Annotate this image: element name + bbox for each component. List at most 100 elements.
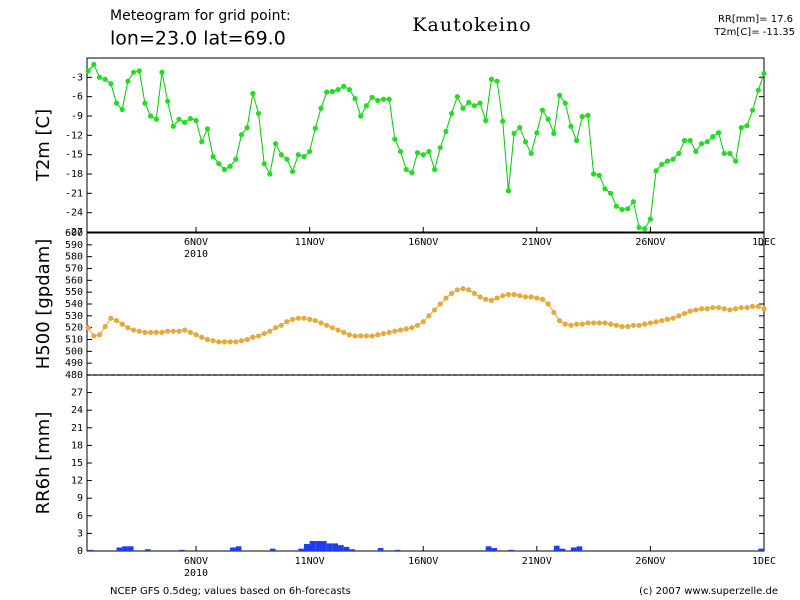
data-point (85, 325, 91, 331)
data-point (528, 294, 534, 300)
data-point (403, 166, 409, 173)
data-point (528, 150, 534, 156)
data-point (176, 328, 182, 334)
data-point (380, 330, 387, 337)
data-point (125, 78, 131, 84)
data-point (130, 327, 137, 333)
data-point (426, 313, 432, 319)
data-point (539, 296, 546, 302)
data-point (625, 323, 631, 330)
data-point (522, 294, 529, 300)
bar (235, 546, 242, 551)
place-name: Kautokeino (412, 14, 531, 36)
data-point (102, 323, 108, 330)
data-point (346, 86, 352, 93)
data-point (352, 333, 358, 339)
data-point (653, 168, 659, 174)
data-point (255, 110, 262, 117)
rr-total: RR[mm]= 17.6 (718, 14, 793, 25)
data-point (744, 123, 750, 129)
data-point (755, 87, 761, 93)
data-point (386, 329, 392, 335)
data-point (312, 125, 318, 131)
data-point (108, 81, 114, 87)
data-point (187, 329, 193, 335)
header-line2: lon=23.0 lat=69.0 (110, 28, 286, 50)
data-point (670, 156, 676, 162)
y-tick-label: 560 (65, 275, 83, 286)
data-point (625, 206, 631, 212)
y-tick-label: 590 (65, 240, 83, 251)
bar (116, 547, 123, 551)
data-point (545, 301, 551, 307)
data-point (721, 306, 727, 312)
data-point (369, 333, 375, 339)
data-point (687, 137, 693, 144)
data-point (602, 320, 608, 326)
data-point (466, 287, 472, 293)
data-point (301, 154, 307, 160)
data-point (96, 74, 103, 80)
bar (758, 548, 764, 551)
data-point (449, 110, 455, 117)
data-point (534, 295, 540, 301)
y-tick-label: 27 (71, 388, 83, 399)
data-point (727, 307, 733, 313)
data-point (568, 322, 574, 328)
data-point (426, 148, 432, 155)
data-point (687, 308, 693, 314)
data-point (165, 98, 171, 104)
data-point (301, 315, 307, 321)
data-point (369, 94, 375, 100)
data-point (483, 117, 489, 124)
bar (570, 547, 577, 551)
data-point (693, 148, 699, 155)
data-point (750, 303, 756, 309)
data-point (562, 321, 568, 327)
data-point (148, 329, 154, 335)
data-point (738, 304, 744, 311)
bar (553, 545, 560, 551)
data-point (125, 325, 131, 331)
data-point (545, 116, 551, 122)
data-point (704, 139, 710, 145)
data-point (568, 123, 574, 129)
data-point (96, 332, 103, 338)
data-point (676, 150, 682, 156)
data-point (585, 320, 591, 326)
y-tick-label: 500 (65, 346, 83, 357)
bar (338, 545, 344, 551)
data-point (244, 336, 250, 343)
data-point (676, 313, 682, 319)
data-point (397, 148, 404, 155)
data-point (642, 321, 648, 327)
data-point (244, 125, 250, 131)
data-point (352, 96, 358, 102)
data-point (403, 326, 409, 332)
data-point (664, 158, 671, 164)
x-tick-label: 11NOV (295, 556, 325, 567)
data-point (148, 113, 154, 119)
data-point (267, 171, 273, 177)
data-point (619, 206, 625, 213)
data-point (182, 119, 188, 126)
y-tick-label: 18 (71, 440, 83, 451)
y-tick-label: 0 (77, 546, 83, 557)
data-point (710, 134, 716, 140)
data-point (431, 307, 438, 313)
data-point (659, 161, 665, 167)
x-tick-label: 16NOV (408, 237, 438, 248)
data-point (341, 83, 347, 89)
data-point (392, 136, 398, 142)
data-point (341, 329, 347, 335)
data-point (91, 333, 97, 339)
y-tick-label: 540 (65, 299, 83, 310)
data-point (278, 322, 284, 328)
data-point (602, 186, 608, 192)
data-point (653, 319, 659, 325)
data-point (431, 166, 438, 173)
y-tick-label: 9 (77, 493, 83, 504)
data-point (562, 100, 568, 106)
bar (377, 548, 384, 551)
data-point (460, 286, 466, 292)
